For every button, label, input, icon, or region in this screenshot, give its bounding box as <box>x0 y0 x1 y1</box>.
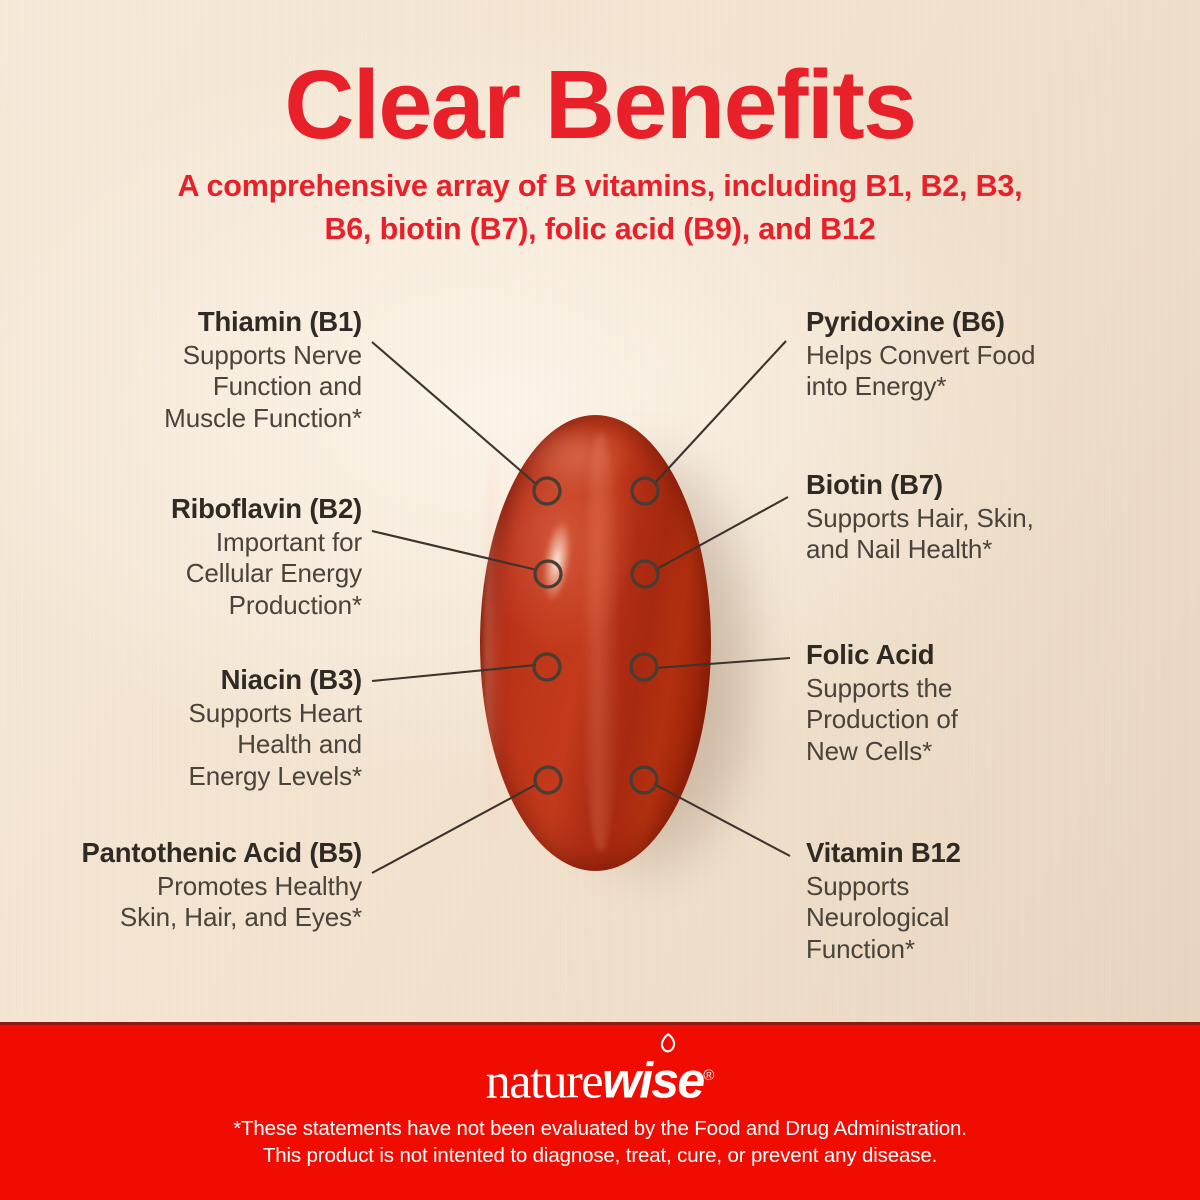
benefit-desc-line: Function and <box>212 371 362 402</box>
benefits-column-left: Thiamin (B1) Supports Nerve Function and… <box>62 0 362 1020</box>
benefit-description: Important for Cellular Energy Production… <box>62 527 362 621</box>
fda-disclaimer: *These statements have not been evaluate… <box>0 1115 1200 1169</box>
benefit-title: Thiamin (B1) <box>197 306 362 337</box>
benefit-item-vitamin-b12: Vitamin B12 Supports Neurological Functi… <box>806 836 1106 965</box>
benefit-desc-line: Skin, Hair, and Eyes* <box>119 902 362 933</box>
benefit-description: Supports Heart Health and Energy Levels* <box>62 698 363 792</box>
subtitle-line-2: B2, B3, B6, biotin (B7), folic acid (B9)… <box>324 169 1023 247</box>
product-capsule <box>430 380 770 900</box>
benefit-title-line: Pantothenic <box>81 837 237 868</box>
benefit-desc-line: Production* <box>228 589 362 620</box>
benefit-desc-line: Supports Hair, Skin, <box>806 503 1034 533</box>
disclaimer-line-1: *These statements have not been evaluate… <box>233 1117 967 1140</box>
benefit-description: Helps Convert Food into Energy* <box>806 340 1106 403</box>
benefit-desc-line: Cellular Energy <box>185 558 362 589</box>
benefit-description: Supports the Production of New Cells* <box>806 673 1106 767</box>
header-block: Clear Benefits A comprehensive array of … <box>0 56 1200 252</box>
benefit-title: Biotin (B7) <box>806 469 943 500</box>
page-title: Clear Benefits <box>284 50 917 159</box>
benefit-desc-line: Energy Levels* <box>188 760 363 791</box>
benefit-title: Folic Acid <box>806 639 935 670</box>
benefit-item-riboflavin-b2: Riboflavin (B2) Important for Cellular E… <box>62 492 362 621</box>
benefit-desc-line: New Cells* <box>806 735 933 766</box>
benefit-title-line: Acid (B5) <box>243 837 362 868</box>
benefit-desc-line: Supports Nerve <box>182 340 362 370</box>
benefit-desc-line: Muscle Function* <box>164 402 362 433</box>
capsule-edge-light <box>484 440 506 840</box>
benefit-description: Promotes Healthy Skin, Hair, and Eyes* <box>62 871 362 934</box>
benefit-title: Niacin (B3) <box>220 664 363 695</box>
benefit-desc-line: into Energy* <box>806 371 947 402</box>
capsule-sheen-stripe <box>582 432 620 852</box>
subtitle-line-1: A comprehensive array of B vitamins, inc… <box>177 169 913 203</box>
benefit-item-biotin-b7: Biotin (B7) Supports Hair, Skin, and Nai… <box>806 468 1106 566</box>
leaf-icon <box>661 1033 676 1053</box>
brand-name-part1: nature <box>485 1052 604 1109</box>
benefit-item-thiamin-b1: Thiamin (B1) Supports Nerve Function and… <box>62 305 362 434</box>
benefit-item-niacin-b3: Niacin (B3) Supports Heart Health and En… <box>62 663 363 792</box>
benefit-desc-line: Helps Convert Food <box>806 340 1036 370</box>
benefit-item-pyridoxine-b6: Pyridoxine (B6) Helps Convert Food into … <box>806 305 1106 403</box>
footer-band: naturewise® *These statements have not b… <box>0 1022 1200 1200</box>
benefit-title: Vitamin B12 <box>806 837 961 868</box>
benefit-desc-line: Neurological <box>806 902 950 933</box>
benefits-column-right: Pyridoxine (B6) Helps Convert Food into … <box>806 0 1106 1020</box>
benefit-desc-line: Important for <box>215 527 362 557</box>
disclaimer-line-2: This product is not intented to diagnose… <box>262 1144 938 1168</box>
brand-name-part2: wise <box>602 1052 705 1109</box>
brand-logo-text: naturewise® <box>485 1033 715 1110</box>
registered-trademark-symbol: ® <box>703 1067 715 1084</box>
brand-logo[interactable]: naturewise® <box>0 1033 1200 1110</box>
benefit-description: Supports Nerve Function and Muscle Funct… <box>62 340 362 434</box>
page-subtitle: A comprehensive array of B vitamins, inc… <box>170 165 1030 252</box>
benefit-desc-line: Promotes Healthy <box>156 871 362 901</box>
benefit-description: Supports Hair, Skin, and Nail Health* <box>806 503 1106 566</box>
benefit-desc-line: and Nail Health* <box>806 534 993 565</box>
benefit-title: Pyridoxine (B6) <box>806 306 1005 337</box>
capsule-top-gloss <box>518 428 634 494</box>
benefit-item-pantothenic-acid-b5: Pantothenic Acid (B5) Promotes Healthy S… <box>62 836 362 934</box>
benefit-desc-line: Supports the <box>806 673 953 703</box>
benefit-desc-line: Function* <box>806 933 915 964</box>
benefit-item-folic-acid: Folic Acid Supports the Production of Ne… <box>806 638 1106 767</box>
benefit-title: Riboflavin (B2) <box>170 493 362 524</box>
benefit-desc-line: Supports Heart <box>188 698 363 728</box>
benefit-desc-line: Health and <box>237 729 362 760</box>
benefit-description: Supports Neurological Function* <box>806 871 1106 965</box>
benefit-title: Pantothenic Acid (B5) <box>62 836 362 869</box>
benefit-desc-line: Production of <box>806 704 958 735</box>
benefit-desc-line: Supports <box>806 871 910 901</box>
